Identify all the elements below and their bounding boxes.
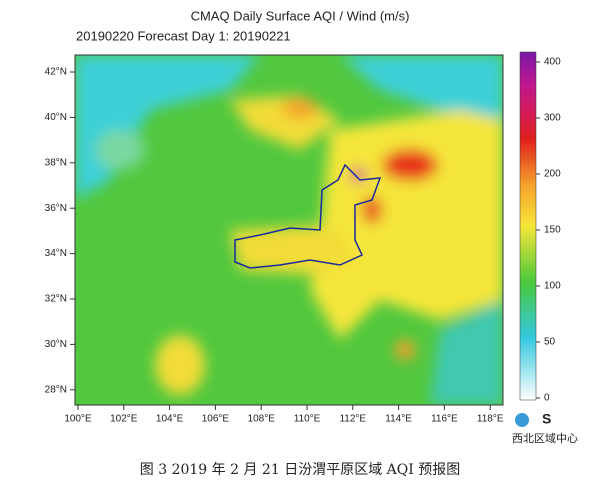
lat-label: 30°N xyxy=(45,339,67,350)
lon-label: 104°E xyxy=(156,414,184,425)
colorbar xyxy=(519,51,537,401)
lon-label: 100°E xyxy=(64,414,92,425)
logo-text: 西北区域中心 xyxy=(512,432,578,445)
colorbar-label: 150 xyxy=(544,225,561,236)
lon-label: 106°E xyxy=(202,414,230,425)
map-subtitle: 20190220 Forecast Day 1: 20190221 xyxy=(76,28,291,43)
lon-axis: 100°E 102°E 104°E 106°E 108°E 110°E 112°E 114°E… xyxy=(64,405,504,425)
logo-mark: S xyxy=(542,411,551,427)
logo-icon xyxy=(515,413,529,427)
map-title: CMAQ Daily Surface AQI / Wind (m/s) xyxy=(191,8,410,23)
lat-label: 28°N xyxy=(45,384,67,395)
lat-label: 34°N xyxy=(45,248,67,259)
lon-label: 102°E xyxy=(110,414,138,425)
lat-label: 32°N xyxy=(45,294,67,305)
colorbar-label: 100 xyxy=(544,281,561,292)
lat-label: 40°N xyxy=(45,112,67,123)
lon-label: 110°E xyxy=(294,414,321,425)
lat-axis: 42°N 40°N 38°N 36°N 34°N 32°N 30°N 28°N xyxy=(45,67,75,395)
aqi-field xyxy=(75,55,503,405)
colorbar-label: 400 xyxy=(544,57,561,68)
lon-label: 112°E xyxy=(339,414,366,425)
lat-label: 36°N xyxy=(45,203,67,214)
lon-label: 108°E xyxy=(248,414,276,425)
map-frame xyxy=(74,54,504,406)
colorbar-label: 200 xyxy=(544,169,561,180)
lat-label: 42°N xyxy=(45,67,67,78)
lat-label: 38°N xyxy=(45,157,67,168)
lon-label: 118°E xyxy=(477,414,504,425)
lon-label: 116°E xyxy=(431,414,458,425)
colorbar-ticks: 400 300 200 150 100 50 0 xyxy=(536,57,561,404)
caption: 图 3 2019 年 2 月 21 日汾渭平原区域 AQI 预报图 xyxy=(140,462,460,478)
colorbar-label: 300 xyxy=(544,113,561,124)
colorbar-label: 0 xyxy=(544,393,550,404)
colorbar-label: 50 xyxy=(544,337,556,348)
lon-label: 114°E xyxy=(385,414,412,425)
